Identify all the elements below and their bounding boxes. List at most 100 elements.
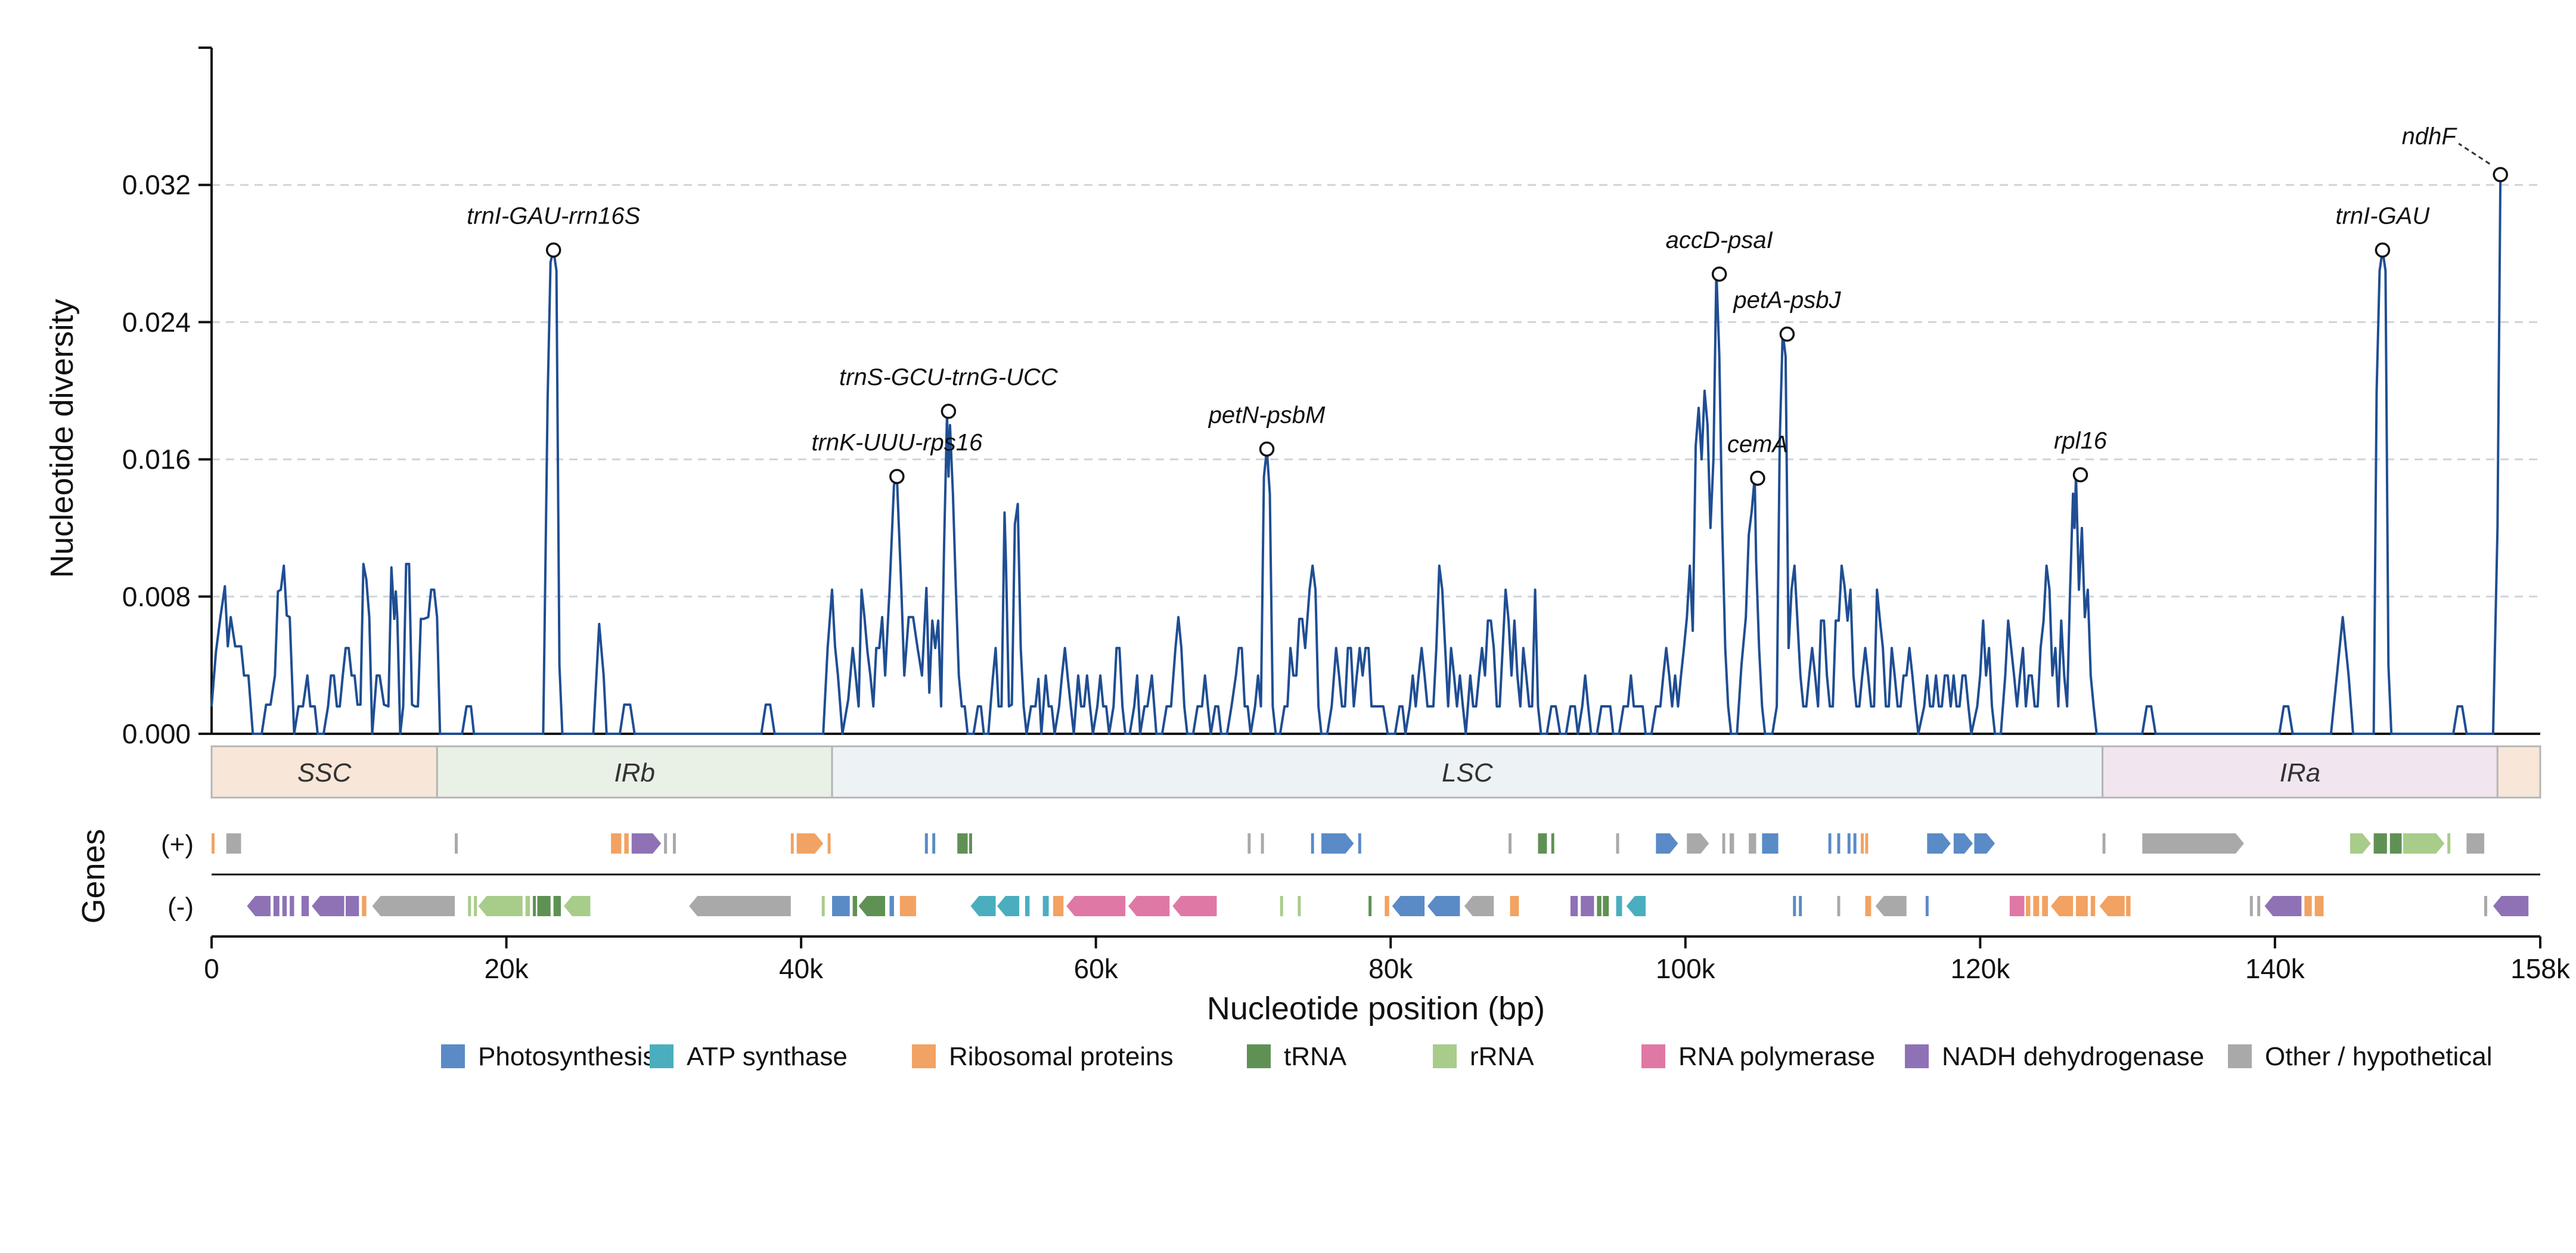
peak-label: petA-psbJ: [1733, 287, 1841, 314]
gene-arrow: [2025, 896, 2031, 916]
genes-track-label: Genes: [76, 829, 111, 923]
gene-arrow: [282, 896, 287, 916]
peak-marker: [545, 242, 561, 258]
gene-arrow: [997, 896, 1020, 916]
gene-arrow: [1358, 833, 1361, 854]
gene-arrow: [2304, 896, 2312, 916]
peak-marker: [1750, 470, 1765, 486]
gene-arrow: [1128, 896, 1170, 916]
y-axis-label: Nucleotide diversity: [44, 299, 80, 578]
region-block: [210, 745, 438, 799]
gene-arrow: [1616, 896, 1622, 916]
gene-arrow: [1927, 833, 1951, 854]
x-tick-label: 0: [204, 953, 219, 984]
peak-marker: [889, 469, 905, 485]
legend-label: NADH dehydrogenase: [1942, 1042, 2204, 1071]
gene-arrow: [1953, 833, 1973, 854]
peak-markers: trnI-GAU-rrn16S trnK-UUU-rps16 trnS-GCU-tr…: [467, 123, 2508, 486]
peak-label: trnI-GAU: [2336, 203, 2431, 229]
legend-label: RNA polymerase: [1678, 1042, 1875, 1071]
gene-arrow: [1247, 833, 1251, 854]
gene-arrow: [301, 896, 309, 916]
gene-arrow: [932, 833, 936, 854]
gene-arrow: [212, 833, 215, 854]
region-label: IRa: [2280, 758, 2320, 787]
gene-arrow: [2090, 896, 2096, 916]
peak-label: trnI-GAU-rrn16S: [467, 203, 640, 229]
gene-arrow: [1974, 833, 1995, 854]
region-block: [831, 745, 2104, 799]
gene-arrow: [2126, 896, 2131, 916]
gene-arrow: [1616, 833, 1619, 854]
legend-swatch: [912, 1044, 936, 1068]
x-axis-label: Nucleotide position (bp): [1207, 991, 1545, 1026]
peak-marker: [2493, 167, 2508, 182]
gene-arrow: [1509, 833, 1512, 854]
gene-arrow: [1025, 896, 1030, 916]
gene-arrow: [796, 833, 824, 854]
minus-strand-label: (-): [167, 892, 194, 922]
gene-arrow: [2264, 896, 2302, 916]
peak-marker: [1711, 266, 1727, 282]
legend-label: Ribosomal proteins: [949, 1042, 1174, 1071]
gene-arrow: [624, 833, 629, 854]
gene-arrow: [2314, 896, 2324, 916]
peak-label: rpl16: [2054, 427, 2108, 454]
gene-arrow: [957, 833, 968, 854]
peak-marker: [1259, 441, 1275, 457]
gene-arrow: [852, 896, 858, 916]
region-label: SSC: [297, 758, 352, 787]
gene-arrow: [832, 896, 850, 916]
gene-arrow: [1510, 896, 1519, 916]
gene-arrow: [525, 896, 530, 916]
gene-arrow: [478, 896, 523, 916]
gene-arrow: [2102, 833, 2106, 854]
gene-arrow: [1722, 833, 1725, 854]
gene-arrow: [1311, 833, 1314, 854]
gene-arrow: [553, 896, 561, 916]
gene-arrow: [1687, 833, 1709, 854]
legend-swatch: [441, 1044, 465, 1068]
gene-arrow: [969, 833, 972, 854]
gene-arrow: [672, 833, 676, 854]
gene-arrow: [455, 833, 458, 854]
gene-arrow: [2350, 833, 2371, 854]
gene-arrow: [468, 896, 471, 916]
legend-label: tRNA: [1284, 1042, 1347, 1071]
gene-arrow: [2447, 833, 2451, 854]
gene-arrow: [1749, 833, 1756, 854]
x-tick-label: 80k: [1368, 953, 1413, 984]
peak-label: ndhF: [2402, 123, 2458, 150]
peak-leader-line: [2458, 142, 2491, 165]
gene-arrow: [2042, 896, 2049, 916]
gene-arrow: [1861, 833, 1864, 854]
gene-arrow: [1603, 896, 1609, 916]
y-tick-label: 0.016: [122, 444, 191, 475]
gene-arrow: [2076, 896, 2088, 916]
gene-arrow: [821, 896, 825, 916]
gene-arrow: [2484, 896, 2487, 916]
x-tick-label: 158k: [2510, 953, 2571, 984]
peak-label: trnS-GCU-trnG-UCC: [839, 364, 1059, 390]
legend-swatch: [1247, 1044, 1271, 1068]
gene-arrow: [1570, 896, 1578, 916]
region-block: [2496, 745, 2541, 799]
gene-arrow: [1427, 896, 1460, 916]
gene-arrow: [2142, 833, 2244, 854]
peak-label: accD-psaI: [1666, 227, 1773, 253]
gene-arrow: [563, 896, 591, 916]
x-tick-label: 40k: [779, 953, 824, 984]
x-tick-label: 100k: [1656, 953, 1716, 984]
x-tick-label: 20k: [484, 953, 529, 984]
diversity-line-series: [210, 174, 2502, 735]
gene-arrow: [2373, 833, 2387, 854]
gene-arrow: [1656, 833, 1678, 854]
gene-arrow: [664, 833, 668, 854]
gene-arrow: [1837, 833, 1841, 854]
gene-arrow: [2249, 896, 2253, 916]
gene-arrow: [1172, 896, 1217, 916]
gene-arrow: [899, 896, 916, 916]
gene-arrow: [1865, 896, 1872, 916]
y-tick-label: 0.008: [122, 581, 191, 612]
